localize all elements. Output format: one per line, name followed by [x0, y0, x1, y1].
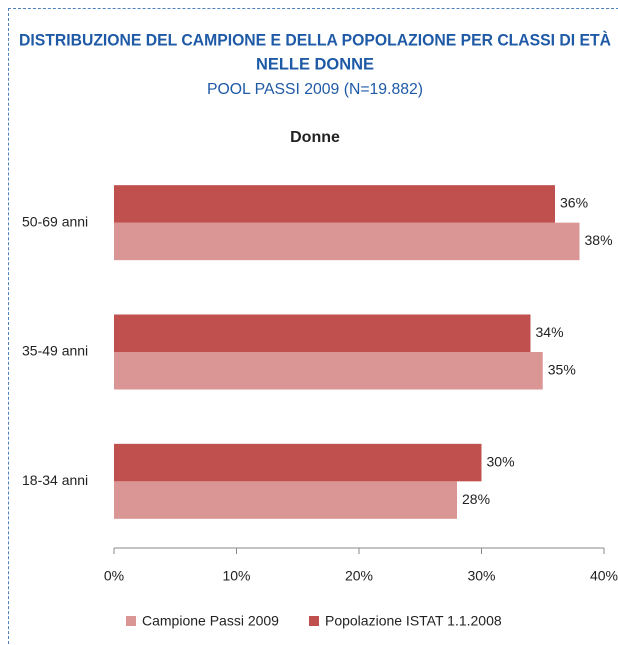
legend-swatch — [308, 616, 319, 626]
y-tick-label: 18-34 anni — [22, 472, 88, 488]
frame — [8, 8, 618, 645]
y-tick-label: 35-49 anni — [22, 343, 88, 359]
subtitle: POOL PASSI 2009 (N=19.882) — [207, 81, 423, 98]
data-label: 34% — [536, 324, 564, 340]
x-tick-label: 10% — [222, 568, 250, 584]
x-tick-label: 40% — [590, 568, 618, 584]
x-tick-label: 30% — [467, 568, 495, 584]
legend-label: Popolazione ISTAT 1.1.2008 — [325, 613, 502, 629]
data-label: 36% — [560, 195, 588, 211]
bar — [114, 222, 580, 261]
legend-swatch — [126, 616, 136, 626]
bar — [114, 314, 531, 352]
bar — [114, 481, 457, 519]
chart-title: NELLE DONNE — [256, 54, 374, 73]
chart-title: DISTRIBUZIONE DEL CAMPIONE E DELLA POPOL… — [19, 30, 611, 49]
y-tick-label: 50-69 anni — [22, 213, 88, 229]
data-label: 30% — [487, 453, 515, 469]
legend-label: Campione Passi 2009 — [142, 613, 279, 629]
data-label: 38% — [585, 232, 613, 248]
data-label: 35% — [548, 361, 576, 377]
bar — [114, 185, 555, 223]
plot-title: Donne — [290, 129, 340, 146]
bar — [114, 443, 482, 482]
x-tick-label: 20% — [345, 568, 373, 584]
data-label: 28% — [462, 491, 490, 507]
x-tick-label: 0% — [104, 568, 124, 584]
bar — [114, 352, 543, 390]
